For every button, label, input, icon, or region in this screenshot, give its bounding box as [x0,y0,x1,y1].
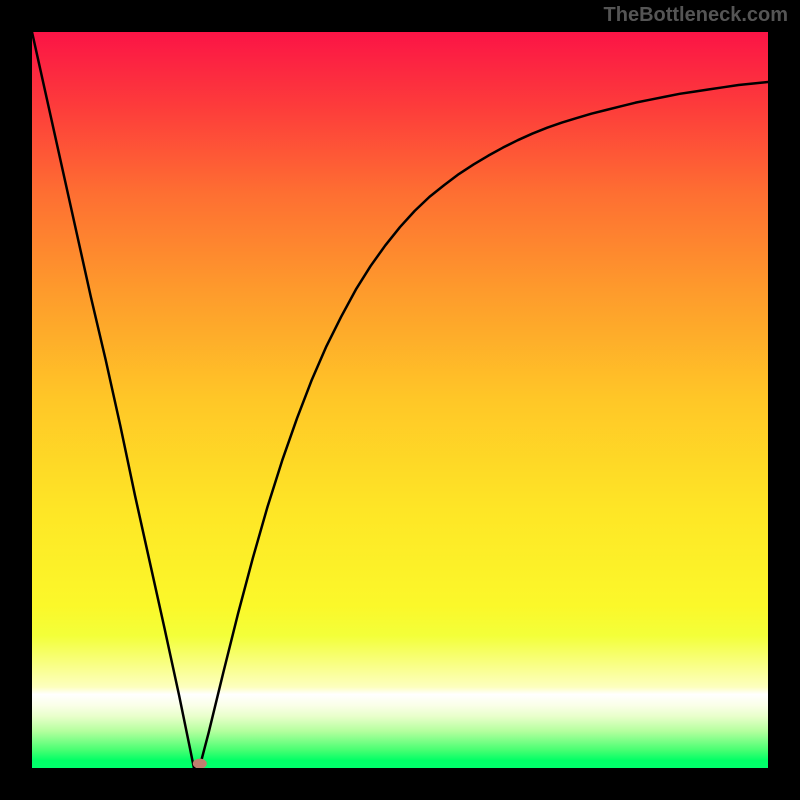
plot-area [32,32,768,768]
optimal-point-marker [193,759,207,768]
chart-container: TheBottleneck.com [0,0,800,800]
bottleneck-curve [32,32,768,768]
curve-layer [32,32,768,768]
watermark-text: TheBottleneck.com [604,4,788,27]
